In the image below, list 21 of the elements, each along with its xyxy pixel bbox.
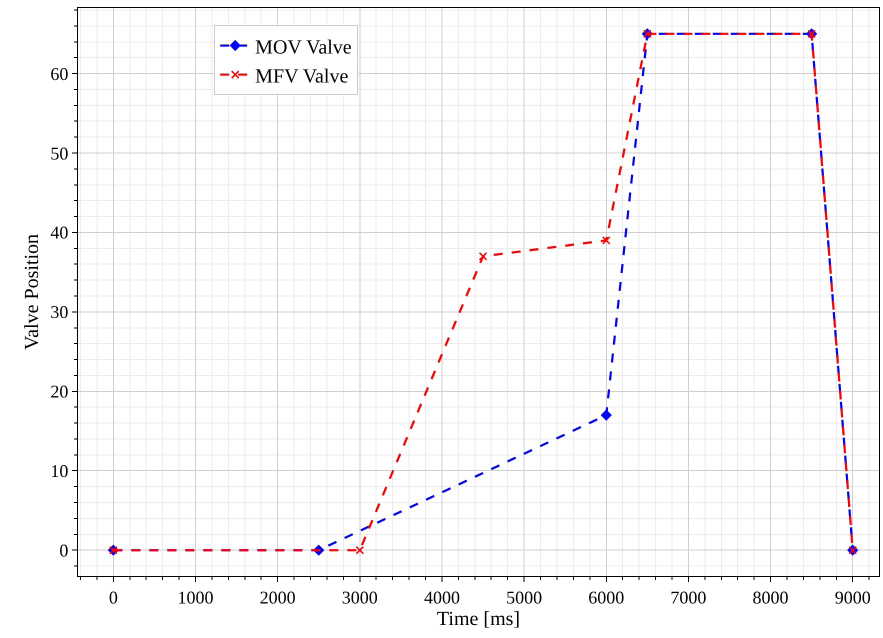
legend-label: MFV Valve xyxy=(255,65,348,88)
y-tick-label: 20 xyxy=(50,382,68,402)
y-tick-label: 30 xyxy=(50,302,68,322)
x-tick-label: 7000 xyxy=(670,588,706,608)
legend-label: MOV Valve xyxy=(255,36,352,58)
y-tick-label: 0 xyxy=(59,540,68,560)
x-tick-label: 0 xyxy=(108,588,118,608)
y-axis-title: Valve Position xyxy=(20,234,43,350)
y-tick-label: 50 xyxy=(50,143,68,164)
x-tick-label: 2000 xyxy=(260,588,296,608)
x-tick-label: 3000 xyxy=(342,588,378,608)
y-tick-label: 10 xyxy=(50,461,68,482)
x-tick-label: 8000 xyxy=(752,588,789,608)
y-tick-label: 60 xyxy=(50,64,68,84)
x-tick-label: 4000 xyxy=(424,588,460,608)
x-tick-label: 9000 xyxy=(834,588,871,608)
x-axis-title: Time [ms] xyxy=(436,608,520,630)
x-tick-label: 6000 xyxy=(588,588,624,608)
x-tick-label: 1000 xyxy=(177,588,214,608)
x-tick-label: 5000 xyxy=(506,588,542,608)
y-tick-label: 40 xyxy=(50,222,68,243)
